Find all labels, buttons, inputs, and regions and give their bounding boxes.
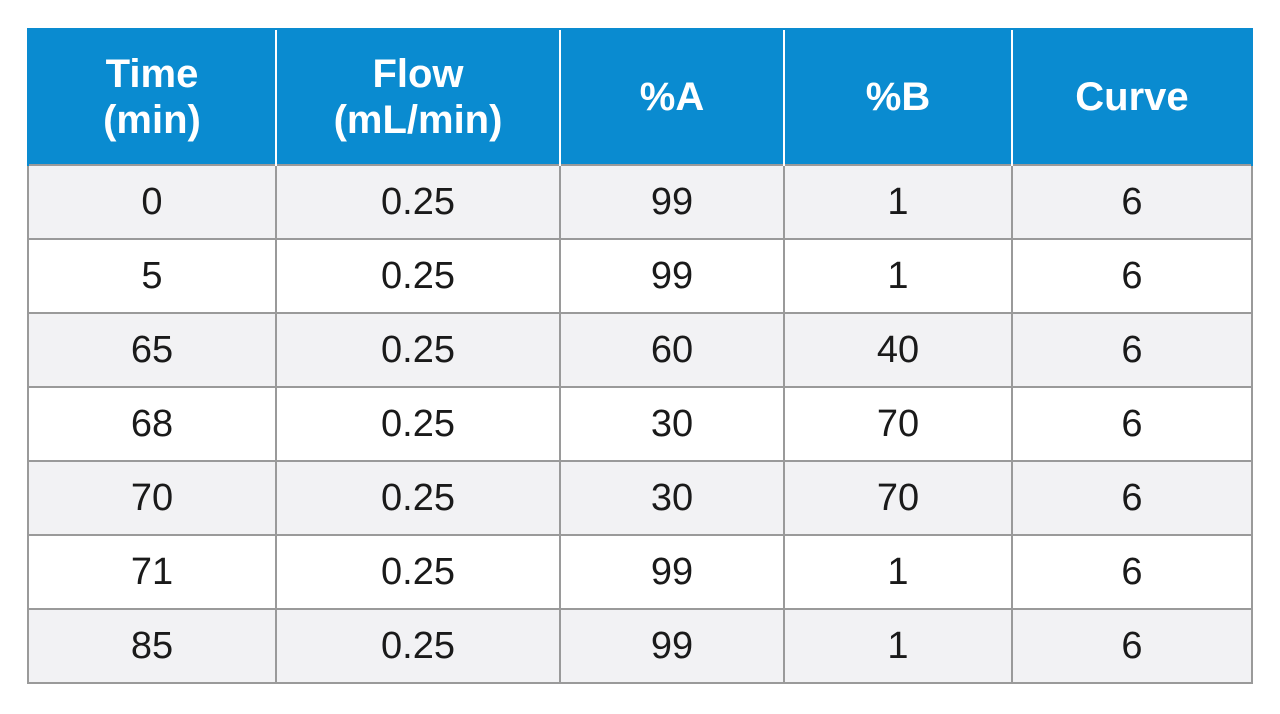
cell-percent-a: 99 xyxy=(559,608,785,684)
cell-flow: 0.25 xyxy=(275,386,561,462)
cell-percent-a: 60 xyxy=(559,312,785,388)
gradient-table: Time (min) Flow (mL/min) %A %B Curve xyxy=(27,28,1253,684)
table-row: 65 0.25 60 40 6 xyxy=(27,312,1253,388)
cell-percent-b: 1 xyxy=(783,608,1013,684)
table-body: 0 0.25 99 1 6 5 0.25 99 1 6 65 0.25 60 4… xyxy=(27,164,1253,684)
cell-time: 70 xyxy=(27,460,277,536)
header-flow: Flow (mL/min) xyxy=(275,28,560,165)
cell-curve: 6 xyxy=(1011,534,1253,610)
cell-flow: 0.25 xyxy=(275,312,561,388)
header-row: Time (min) Flow (mL/min) %A %B Curve xyxy=(27,28,1253,165)
table-row: 0 0.25 99 1 6 xyxy=(27,164,1253,240)
table-row: 70 0.25 30 70 6 xyxy=(27,460,1253,536)
cell-percent-b: 70 xyxy=(783,386,1013,462)
cell-percent-b: 70 xyxy=(783,460,1013,536)
cell-flow: 0.25 xyxy=(275,460,561,536)
cell-percent-a: 99 xyxy=(559,534,785,610)
cell-percent-b: 1 xyxy=(783,238,1013,314)
table-row: 68 0.25 30 70 6 xyxy=(27,386,1253,462)
table-header: Time (min) Flow (mL/min) %A %B Curve xyxy=(27,28,1253,165)
header-time: Time (min) xyxy=(27,28,276,165)
table-row: 5 0.25 99 1 6 xyxy=(27,238,1253,314)
cell-percent-b: 1 xyxy=(783,164,1013,240)
cell-time: 5 xyxy=(27,238,277,314)
cell-percent-a: 99 xyxy=(559,238,785,314)
cell-time: 65 xyxy=(27,312,277,388)
cell-curve: 6 xyxy=(1011,460,1253,536)
header-time-line1: Time xyxy=(105,52,199,96)
cell-percent-a: 30 xyxy=(559,460,785,536)
header-flow-line2: (mL/min) xyxy=(333,98,503,142)
cell-time: 0 xyxy=(27,164,277,240)
cell-curve: 6 xyxy=(1011,238,1253,314)
cell-percent-b: 40 xyxy=(783,312,1013,388)
header-time-line2: (min) xyxy=(103,98,201,142)
cell-flow: 0.25 xyxy=(275,164,561,240)
cell-time: 85 xyxy=(27,608,277,684)
table-row: 85 0.25 99 1 6 xyxy=(27,608,1253,684)
header-percent-a-label: %A xyxy=(639,75,705,119)
header-percent-a: %A xyxy=(559,28,784,165)
cell-flow: 0.25 xyxy=(275,238,561,314)
cell-percent-b: 1 xyxy=(783,534,1013,610)
cell-curve: 6 xyxy=(1011,312,1253,388)
header-curve: Curve xyxy=(1011,28,1253,165)
header-curve-label: Curve xyxy=(1075,75,1189,119)
cell-curve: 6 xyxy=(1011,164,1253,240)
header-percent-b-label: %B xyxy=(865,75,931,119)
cell-curve: 6 xyxy=(1011,386,1253,462)
cell-time: 68 xyxy=(27,386,277,462)
header-flow-line1: Flow xyxy=(372,52,464,96)
cell-flow: 0.25 xyxy=(275,608,561,684)
cell-curve: 6 xyxy=(1011,608,1253,684)
cell-flow: 0.25 xyxy=(275,534,561,610)
table-row: 71 0.25 99 1 6 xyxy=(27,534,1253,610)
cell-percent-a: 99 xyxy=(559,164,785,240)
header-percent-b: %B xyxy=(783,28,1012,165)
cell-percent-a: 30 xyxy=(559,386,785,462)
cell-time: 71 xyxy=(27,534,277,610)
gradient-table-container: Time (min) Flow (mL/min) %A %B Curve xyxy=(27,28,1253,684)
